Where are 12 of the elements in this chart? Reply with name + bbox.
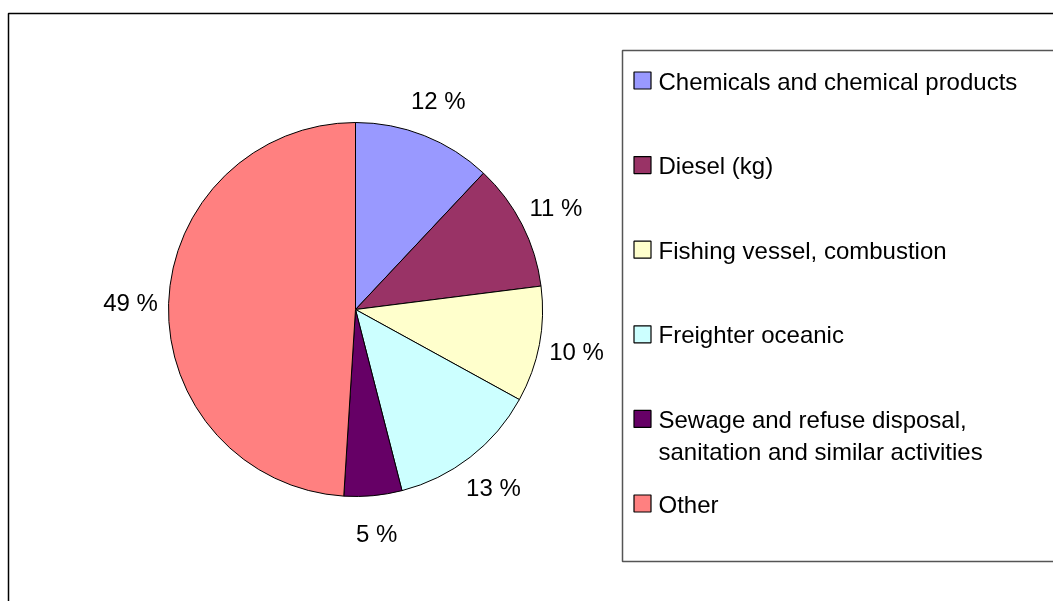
legend-label: Chemicals and chemical products (658, 67, 1018, 95)
data-label: 13 % (466, 473, 521, 501)
data-label: 12 % (410, 86, 466, 114)
legend-label: Diesel (kg) (658, 152, 774, 180)
legend-label: Sewage and refuse disposal, sanitation and similar activities (658, 405, 983, 466)
data-label: 11 % (529, 193, 583, 221)
data-label: 5 % (356, 520, 398, 547)
data-label: 10 % (549, 338, 604, 366)
legend-label: Other (658, 490, 719, 518)
legend-label: Fishing vessel, combustion (658, 236, 947, 264)
data-label: 49 % (103, 288, 158, 316)
legend-label: Freighter oceanic (658, 321, 844, 349)
